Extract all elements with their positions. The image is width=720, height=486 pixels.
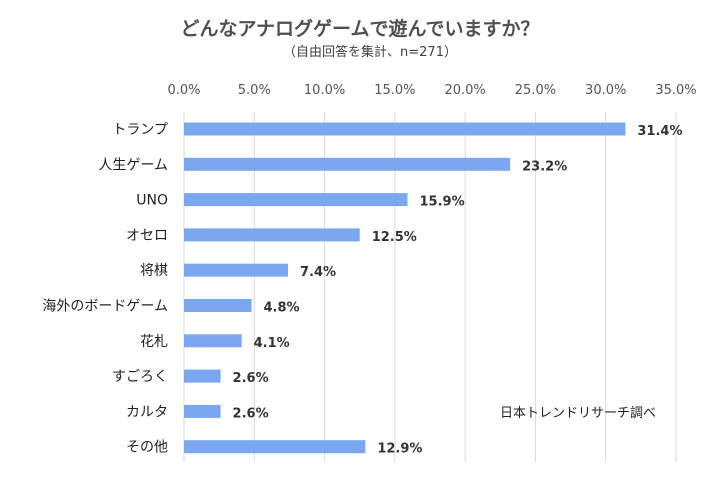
data-label: 2.6% — [233, 371, 269, 386]
category-label: その他 — [126, 440, 168, 456]
bar — [184, 157, 511, 171]
data-label: 23.2% — [522, 159, 567, 174]
bar — [184, 369, 221, 383]
bar — [184, 440, 366, 454]
data-label: 4.1% — [254, 336, 290, 351]
data-label: 4.8% — [263, 301, 299, 316]
source-note: 日本トレンドリサーチ調べ — [500, 406, 657, 421]
x-tick-label: 20.0% — [444, 83, 485, 98]
bar — [184, 404, 221, 418]
bar — [184, 228, 360, 242]
data-label: 12.9% — [377, 442, 422, 457]
category-label: トランプ — [112, 122, 168, 138]
bar — [184, 299, 252, 312]
x-tick-label: 25.0% — [515, 83, 556, 98]
x-tick-label: 35.0% — [655, 83, 696, 98]
data-label: 31.4% — [637, 124, 682, 139]
category-label: 花札 — [140, 334, 168, 350]
category-label: 将棋 — [140, 263, 168, 279]
category-label: 海外のボードゲーム — [42, 299, 168, 315]
x-tick-label: 15.0% — [374, 83, 415, 98]
x-tick-label: 5.0% — [238, 83, 271, 98]
category-label: 人生ゲーム — [98, 157, 168, 173]
bar — [184, 193, 408, 207]
category-label: UNO — [136, 193, 168, 209]
x-tick-label: 10.0% — [304, 83, 345, 98]
bar — [184, 334, 242, 348]
x-tick-label: 30.0% — [585, 83, 626, 98]
chart-title: どんなアナログゲームで遊んでいますか？ — [180, 18, 540, 40]
data-label: 2.6% — [233, 406, 269, 421]
category-label: カルタ — [126, 404, 168, 420]
data-label: 7.4% — [300, 265, 336, 280]
chart-subtitle: （自由回答を集計、n=271） — [283, 45, 457, 60]
category-label: オセロ — [126, 228, 168, 244]
bar — [184, 263, 289, 277]
category-label: すごろく — [112, 369, 168, 385]
data-label: 12.5% — [372, 230, 417, 245]
data-label: 15.9% — [420, 195, 465, 210]
bar — [184, 122, 626, 136]
x-tick-label: 0.0% — [167, 83, 200, 98]
